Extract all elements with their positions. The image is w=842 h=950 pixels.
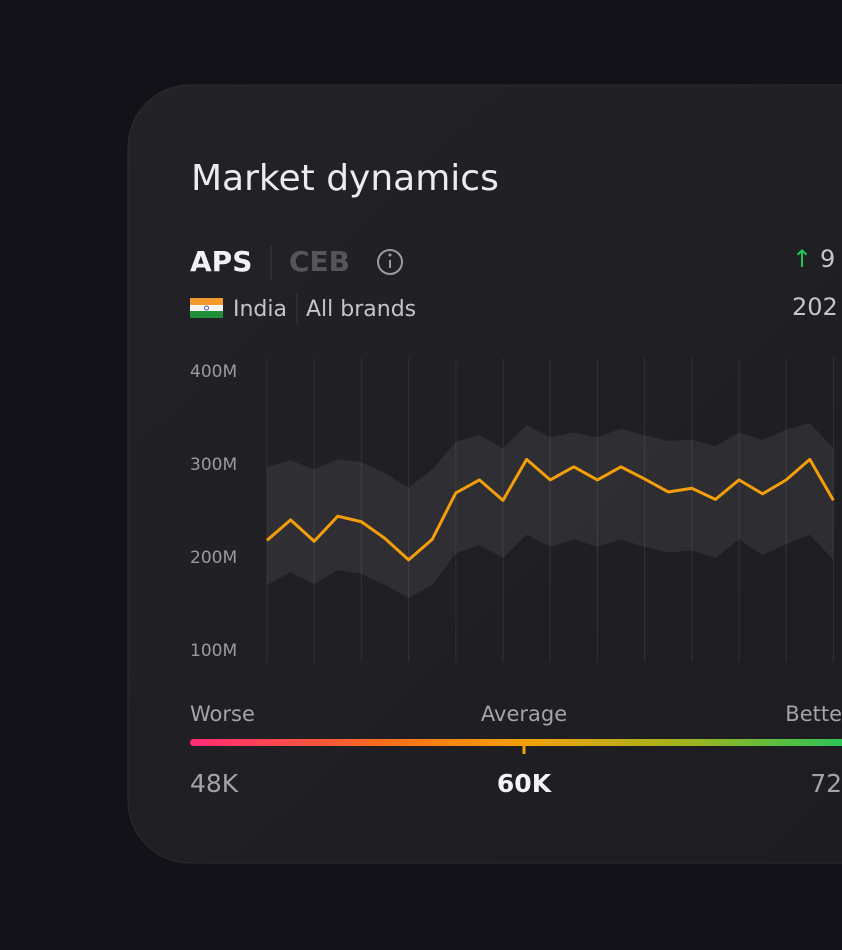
range-band (267, 423, 834, 598)
tab-active[interactable]: APS (190, 245, 252, 278)
info-icon[interactable] (377, 249, 403, 275)
country: India (233, 297, 287, 322)
scale-bar (190, 739, 842, 746)
y-tick-label: 400M (190, 362, 237, 382)
scale: Worse Average Bette 48K 60K 72 (190, 702, 842, 798)
period: 202 (792, 293, 838, 321)
change-arrow: ↑ (792, 245, 812, 273)
plot: 100M 200M 300M 400M (190, 358, 835, 662)
plot-area (266, 423, 835, 598)
scale-tick-label: 60K (497, 769, 553, 798)
y-tick-label: 200M (190, 548, 237, 568)
change-value: 9 (820, 245, 835, 273)
y-tick-label: 300M (190, 455, 237, 475)
tab[interactable]: CEB (289, 245, 350, 278)
scale-label: Worse (190, 702, 255, 726)
series-line (266, 457, 835, 562)
card (127, 84, 842, 864)
scale-marker (522, 744, 526, 754)
scale-tick-label: 72 (810, 769, 842, 798)
scale-label: Average (481, 702, 567, 726)
card-title: Market dynamics (191, 158, 499, 199)
flag (190, 298, 223, 318)
brands: All brands (306, 297, 416, 322)
scale-tick-label: 48K (190, 769, 239, 798)
scale-label: Bette (785, 702, 842, 726)
y-tick-label: 100M (190, 641, 237, 661)
